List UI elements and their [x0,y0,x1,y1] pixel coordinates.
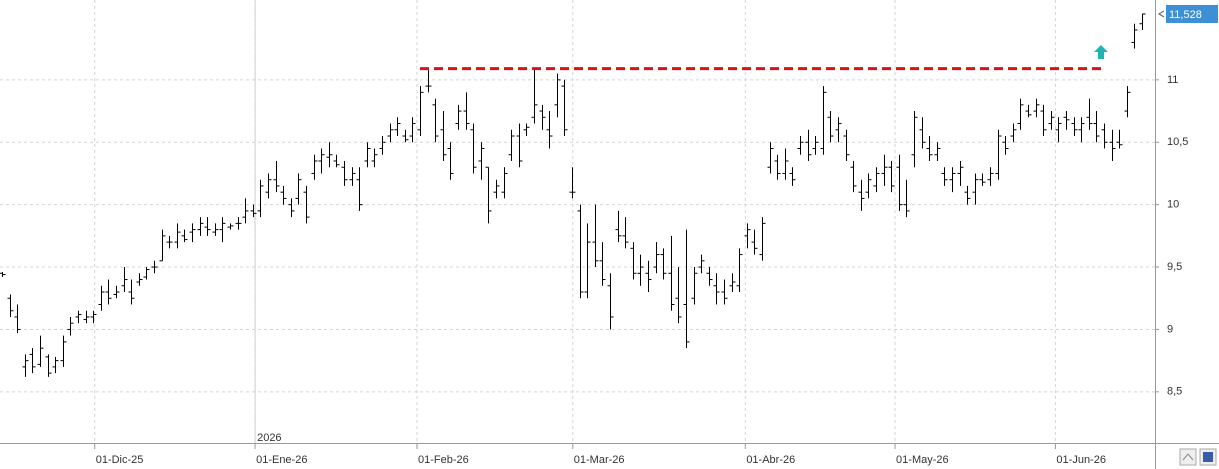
x-tick-label: 01-May-26 [896,454,949,466]
last-price-box [1166,4,1218,23]
y-tick-label: 11 [1167,74,1178,86]
zoom-button[interactable] [1179,448,1197,466]
y-tick-label: 10 [1167,199,1179,211]
last-price-pointer [1158,10,1165,18]
x-tick-label: 01-Ene-26 [256,454,307,466]
x-tick-label: 01-Abr-26 [746,454,795,466]
x-tick-label: 01-Feb-26 [418,454,469,466]
x-tick-label: 01-Dic-25 [96,454,144,466]
x-tick-label: 01-Mar-26 [574,454,625,466]
y-tick-label: 9,5 [1167,261,1182,273]
up-arrow [1094,45,1108,59]
x-tick-label: 01-Jun-26 [1056,454,1106,466]
save-icon [1203,452,1213,462]
zoom-icon [1182,453,1194,461]
y-tick-label: 8,5 [1167,386,1182,398]
y-tick-label: 10,5 [1167,136,1188,148]
year-label: 2026 [257,432,281,444]
y-tick-label: 9 [1167,323,1173,335]
last-price-label: 11,528 [1169,9,1202,21]
